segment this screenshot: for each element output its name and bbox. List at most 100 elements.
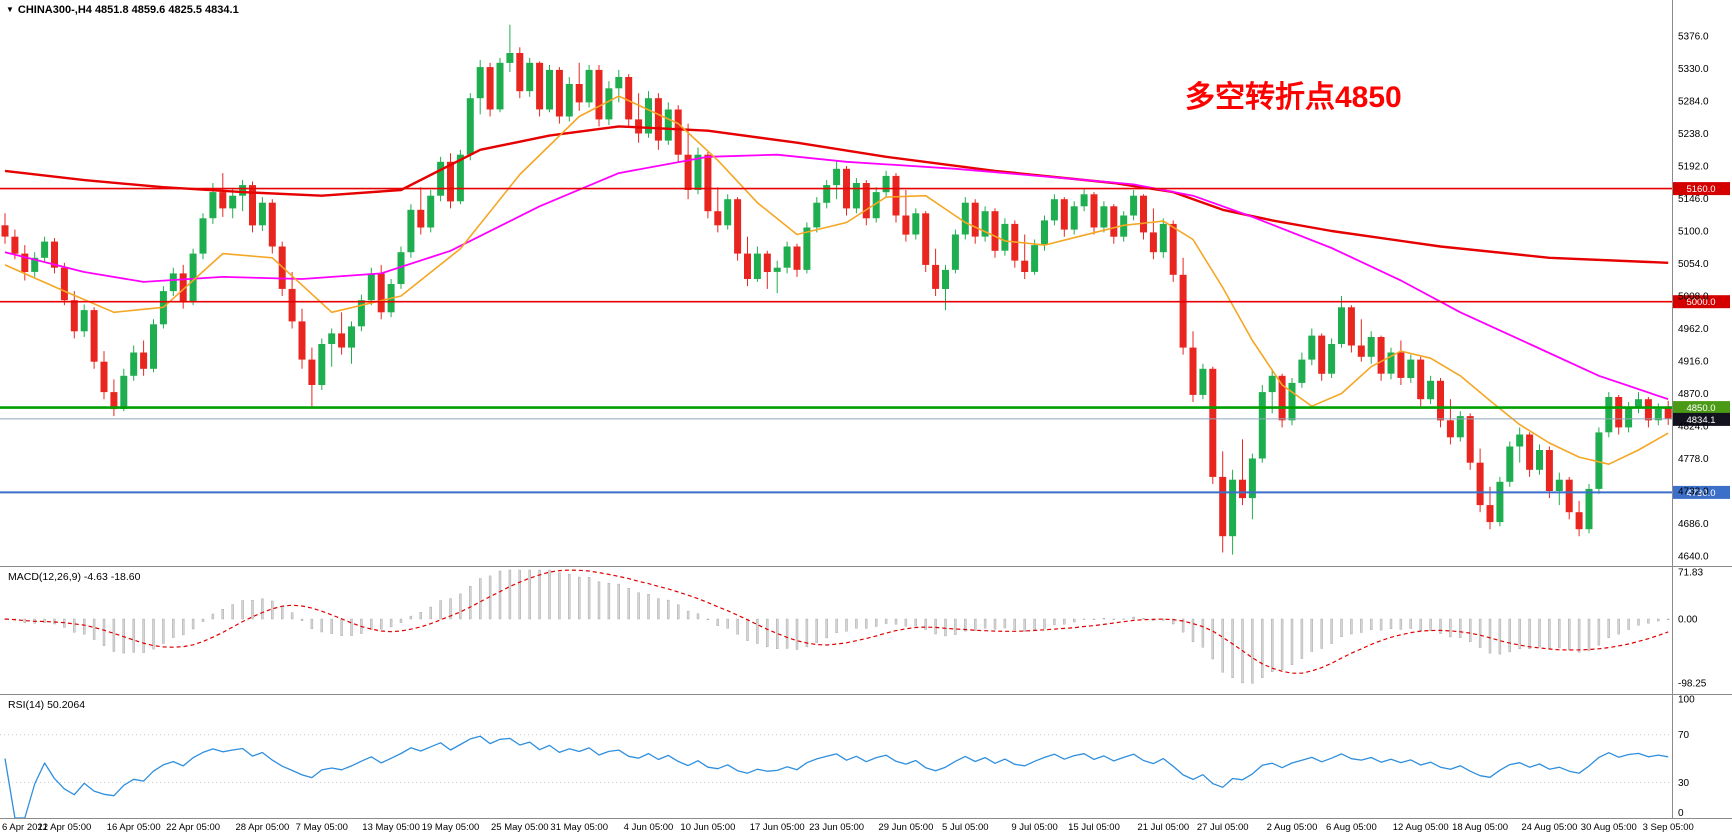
macd-histogram-bar <box>1072 618 1076 623</box>
macd-histogram-bar <box>1666 618 1670 621</box>
macd-histogram-bar <box>1498 618 1502 655</box>
macd-histogram-bar <box>785 618 789 649</box>
price-axis-label: 4732.0 <box>1678 487 1709 498</box>
macd-histogram-bar <box>1280 618 1284 670</box>
candle-body <box>1387 352 1395 374</box>
macd-histogram-bar <box>587 577 591 620</box>
rsi-indicator-label: RSI(14) 50.2064 <box>8 699 86 711</box>
macd-histogram-bar <box>1162 618 1165 621</box>
candle-body <box>1 225 9 237</box>
macd-histogram-bar <box>1013 618 1016 630</box>
macd-histogram-bar <box>172 618 175 638</box>
macd-histogram-bar <box>1488 618 1492 654</box>
candle-body <box>1001 223 1009 251</box>
candle-body <box>486 67 494 110</box>
candle-body <box>199 218 207 254</box>
macd-histogram-bar <box>231 604 234 620</box>
candle-body <box>516 53 524 92</box>
candle-body <box>130 352 138 376</box>
date-axis-label: 5 Jul 05:00 <box>942 822 988 833</box>
macd-histogram-bar <box>904 618 908 627</box>
candle-body <box>318 344 326 385</box>
date-axis-label: 27 Jul 05:00 <box>1197 822 1249 833</box>
ma-slow-red <box>4 125 1669 264</box>
candle-body <box>961 202 969 235</box>
date-axis-label: 4 Jun 05:00 <box>624 822 674 833</box>
macd-axis-label: -98.25 <box>1678 679 1707 690</box>
price-badge-label: 5000.0 <box>1686 297 1715 308</box>
macd-histogram-bar <box>459 593 462 620</box>
candle-body <box>1615 397 1623 428</box>
macd-histogram-bar <box>706 618 710 621</box>
candle-body <box>437 161 445 196</box>
macd-histogram-bar <box>726 618 729 629</box>
candle-body <box>902 215 910 235</box>
macd-histogram-bar <box>1350 618 1353 635</box>
macd-histogram-bar <box>746 618 749 641</box>
macd-histogram-bar <box>1617 618 1620 635</box>
macd-histogram-bar <box>399 618 403 623</box>
macd-histogram-bar <box>211 613 215 620</box>
macd-histogram-bar <box>162 618 165 644</box>
candle-body <box>1357 345 1365 357</box>
macd-histogram-bar <box>429 606 432 620</box>
macd-histogram-bar <box>637 592 640 620</box>
candle-body <box>1100 206 1108 228</box>
macd-histogram-bar <box>1389 618 1393 629</box>
candle-body <box>456 154 464 202</box>
candle-body <box>585 69 593 103</box>
macd-histogram-bar <box>1637 618 1640 626</box>
macd-histogram-bar <box>528 569 531 620</box>
candle-body <box>744 253 751 279</box>
macd-histogram-bar <box>1369 618 1373 630</box>
date-axis-label: 21 Jul 05:00 <box>1137 822 1189 833</box>
candle-body <box>31 257 39 272</box>
candle-body <box>1041 220 1048 246</box>
macd-histogram-bar <box>815 618 818 643</box>
macd-histogram-bar <box>479 578 482 620</box>
price-axis-label: 5330.0 <box>1678 64 1709 75</box>
symbol-dropdown-icon[interactable]: ▼ <box>6 5 14 14</box>
candle-body <box>90 310 98 362</box>
candle-body <box>338 333 346 348</box>
candle-body <box>1654 409 1662 421</box>
candle-body <box>892 175 900 216</box>
candle-body <box>1328 344 1336 374</box>
macd-histogram-bar <box>241 600 244 620</box>
macd-histogram-bar <box>1478 618 1482 648</box>
candle-body <box>1446 420 1454 438</box>
date-axis-label: 17 Jun 05:00 <box>750 822 805 833</box>
candle-body <box>1159 223 1167 253</box>
price-axis-label: 4824.0 <box>1678 422 1709 433</box>
candle-body <box>1437 380 1444 421</box>
rsi-axis-label: 0 <box>1678 808 1684 819</box>
macd-histogram-bar <box>518 569 521 620</box>
candle-body <box>466 98 474 155</box>
candle-body <box>852 183 860 209</box>
candle-body <box>674 109 682 155</box>
candle-body <box>447 161 454 202</box>
candle-body <box>753 253 761 279</box>
date-axis-label: 12 Apr 05:00 <box>37 822 91 833</box>
macd-histogram-bar <box>934 618 937 635</box>
macd-histogram-bar <box>1587 618 1591 651</box>
candle-body <box>664 109 672 141</box>
macd-histogram-bar <box>43 618 46 623</box>
macd-histogram-bar <box>548 569 551 620</box>
macd-histogram-bar <box>449 598 452 620</box>
candle-body <box>1021 260 1029 272</box>
date-axis-label: 3 Sep 05:00 <box>1643 822 1694 833</box>
candle-body <box>1288 382 1296 421</box>
candle-body <box>555 69 563 117</box>
price-annotation[interactable]: 多空转折点4850 <box>1185 81 1402 114</box>
candle-body <box>1229 479 1237 537</box>
candle-body <box>872 192 880 219</box>
price-axis-label: 4686.0 <box>1678 519 1709 530</box>
candle-body <box>298 321 306 360</box>
candle-body <box>625 77 633 120</box>
candle-body <box>1575 512 1583 530</box>
candle-body <box>565 84 573 117</box>
candle-body <box>308 359 316 385</box>
candle-body <box>1595 432 1603 489</box>
